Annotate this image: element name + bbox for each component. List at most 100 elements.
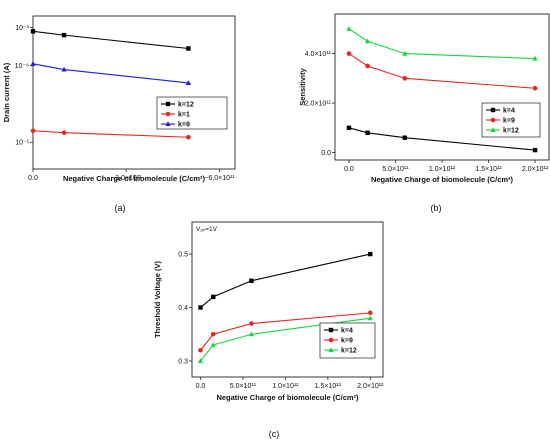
- data-point: [61, 66, 67, 72]
- series-k-4: [198, 251, 373, 310]
- data-point: [165, 101, 171, 107]
- data-point: [328, 347, 334, 352]
- data-point: [248, 331, 255, 337]
- data-point: [186, 46, 191, 51]
- data-point: [328, 337, 334, 343]
- series-k-9: [346, 51, 538, 91]
- x-tick-label: 1.0×10¹²: [429, 166, 456, 173]
- data-point: [490, 127, 496, 132]
- data-point: [346, 26, 352, 31]
- data-point: [346, 51, 352, 56]
- data-point: [365, 130, 370, 135]
- data-point: [165, 111, 171, 117]
- data-point: [197, 358, 204, 363]
- series-line: [200, 317, 371, 362]
- data-point: [490, 117, 496, 123]
- series-k-4: [346, 125, 538, 153]
- data-point: [198, 305, 203, 310]
- plot-frame: [32, 15, 236, 170]
- data-point: [365, 63, 370, 69]
- y-tick-label: 4.0×10¹¹: [305, 51, 332, 58]
- data-point: [186, 134, 191, 140]
- series-k-12: [30, 29, 191, 51]
- series-line: [32, 30, 189, 50]
- series-line: [348, 28, 536, 60]
- data-point: [30, 61, 36, 66]
- series-line: [200, 312, 371, 351]
- data-point: [198, 347, 203, 353]
- series-line: [32, 63, 189, 84]
- panel-caption: (c): [269, 429, 280, 439]
- chart-panel-a: 0.0 −3.0×10¹¹ −6.0×10¹¹ 10⁻³ 10⁻⁶ 10⁻¹ Negativ…: [2, 15, 236, 213]
- data-point: [210, 331, 216, 337]
- series-k-9: [30, 61, 191, 85]
- legend-label: k=9: [178, 122, 190, 129]
- x-tick-label: −3.0×10¹¹: [111, 175, 142, 182]
- legend-label: k=9: [341, 338, 353, 345]
- data-point: [368, 251, 373, 257]
- data-point: [402, 76, 408, 81]
- data-point: [249, 278, 254, 283]
- series-line: [32, 130, 189, 138]
- y-axis-label: Drain current (A): [2, 62, 11, 122]
- data-point: [210, 342, 216, 347]
- x-axis-label: Negative Charge of biomolecule (C/cm²): [63, 174, 206, 183]
- legend-label: k=1: [178, 112, 190, 119]
- legend-label: k=12: [503, 128, 519, 135]
- y-tick-label: 0.5: [178, 252, 188, 259]
- data-point: [61, 32, 67, 38]
- series-k-12: [346, 26, 538, 61]
- legend: k=4 k=9 k=12: [319, 322, 376, 359]
- panel-caption: (a): [115, 203, 126, 213]
- data-point: [402, 50, 408, 56]
- x-tick-label: 5.0×10¹¹: [382, 166, 409, 173]
- series-line: [348, 53, 536, 89]
- legend-label: k=12: [178, 102, 194, 109]
- data-point: [364, 38, 371, 44]
- data-point: [402, 135, 407, 140]
- x-tick-label: 1.5×10¹²: [475, 166, 502, 173]
- x-axis-label: Negative Charge of biomolecule (C/cm²): [371, 175, 514, 184]
- annotation-text: Vₐₛ=1V: [196, 226, 218, 233]
- data-point: [346, 125, 352, 131]
- legend-label: k=4: [503, 108, 515, 115]
- x-tick-label: 0.0: [344, 166, 354, 173]
- y-tick-label: 0.0: [321, 150, 331, 157]
- plot-frame: [191, 221, 384, 378]
- data-point: [61, 130, 67, 135]
- data-point: [30, 29, 36, 34]
- legend-label: k=9: [503, 118, 515, 125]
- x-tick-label: 1.0×10¹²: [272, 383, 299, 390]
- x-tick-label: 5.0×10¹¹: [230, 383, 257, 390]
- data-point: [367, 315, 373, 321]
- data-point: [532, 85, 538, 91]
- data-point: [490, 107, 496, 113]
- y-tick-label: 10⁻⁶: [15, 63, 29, 70]
- data-point: [532, 147, 538, 153]
- legend-label: k=4: [341, 328, 353, 335]
- chart-panel-c: 0.0 5.0×10¹¹ 1.0×10¹² 1.5×10¹² 2.0×10¹² 0.3 0.…: [153, 221, 384, 439]
- series-line: [200, 253, 371, 308]
- y-tick-label: 10⁻³: [15, 25, 29, 32]
- data-point: [249, 321, 254, 326]
- data-point: [328, 327, 334, 333]
- panel-caption: (b): [431, 203, 442, 213]
- series-line: [348, 127, 536, 151]
- legend: k=12 k=1 k=9: [156, 96, 228, 130]
- x-tick-label: 2.0×10¹²: [357, 383, 384, 390]
- data-point: [30, 128, 36, 134]
- series-k-12: [197, 315, 373, 363]
- x-axis-label: Negative Charge of biomolecule (C/cm²): [216, 393, 359, 402]
- data-point: [367, 310, 373, 316]
- data-point: [532, 55, 538, 61]
- x-tick-label: −6.0×10¹¹: [204, 175, 235, 182]
- y-axis-label: Threshold Voltage (V): [153, 261, 162, 338]
- y-tick-label: 10⁻¹: [15, 140, 29, 147]
- series-k-9: [198, 310, 373, 353]
- x-tick-label: 0.0: [196, 383, 206, 390]
- y-tick-label: 0.4: [178, 305, 188, 312]
- chart-panel-b: 0.0 5.0×10¹¹ 1.0×10¹² 1.5×10¹² 2.0×10¹² 0.0 2.…: [298, 13, 550, 213]
- y-tick-label: 0.3: [178, 358, 188, 365]
- data-point: [165, 121, 171, 126]
